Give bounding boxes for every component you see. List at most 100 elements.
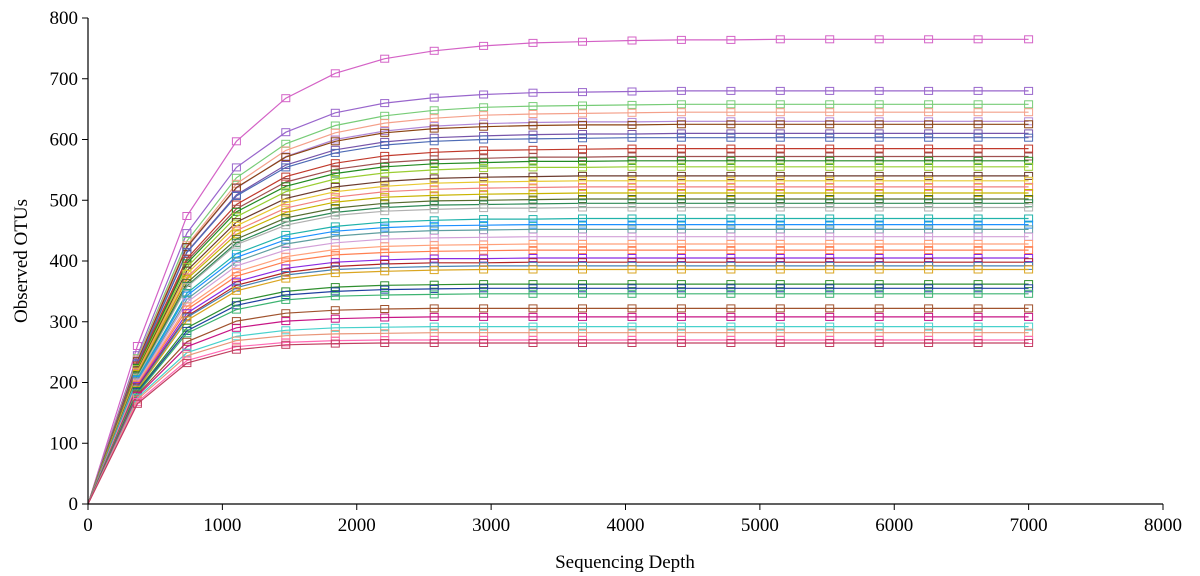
data-point bbox=[330, 187, 340, 196]
data-point bbox=[429, 241, 439, 250]
data-point bbox=[924, 240, 934, 248]
data-point bbox=[578, 246, 587, 255]
series-line bbox=[87, 180, 1029, 505]
data-point bbox=[578, 312, 587, 321]
data-point bbox=[973, 284, 983, 293]
data-point bbox=[775, 182, 785, 191]
data-point bbox=[924, 265, 934, 274]
data-point bbox=[924, 312, 934, 321]
data-point bbox=[578, 339, 587, 347]
data-point bbox=[775, 129, 785, 138]
data-point bbox=[578, 203, 587, 212]
data-point bbox=[726, 339, 736, 347]
data-point bbox=[330, 283, 340, 292]
data-point bbox=[924, 284, 934, 293]
data-point bbox=[924, 304, 934, 313]
x-tick-label: 3000 bbox=[472, 515, 510, 536]
data-point bbox=[726, 284, 736, 293]
data-point bbox=[676, 304, 686, 313]
y-tick-label: 500 bbox=[50, 190, 79, 211]
series-line bbox=[87, 123, 1029, 505]
data-point bbox=[973, 176, 983, 185]
data-point bbox=[380, 162, 390, 171]
data-point bbox=[1024, 203, 1034, 212]
data-point bbox=[380, 339, 390, 347]
data-point bbox=[874, 203, 884, 212]
data-point bbox=[479, 184, 489, 193]
data-point bbox=[528, 304, 538, 313]
data-point bbox=[874, 86, 884, 95]
data-point bbox=[380, 323, 390, 332]
data-point bbox=[330, 198, 340, 207]
data-point bbox=[726, 35, 736, 44]
data-point bbox=[578, 214, 587, 223]
data-point bbox=[578, 153, 587, 162]
data-point bbox=[874, 280, 884, 289]
data-point bbox=[973, 214, 983, 223]
data-point bbox=[726, 171, 736, 180]
data-point bbox=[578, 240, 587, 248]
x-tick-label: 6000 bbox=[875, 515, 913, 536]
series-27 bbox=[87, 261, 1034, 505]
data-point bbox=[429, 284, 439, 293]
data-point bbox=[874, 129, 884, 138]
data-point bbox=[231, 137, 241, 146]
data-point bbox=[182, 283, 192, 292]
data-point bbox=[676, 86, 686, 95]
data-point bbox=[973, 182, 983, 191]
data-point bbox=[973, 322, 983, 331]
data-point bbox=[528, 284, 538, 293]
data-point bbox=[380, 168, 390, 177]
data-point bbox=[182, 229, 192, 238]
data-point bbox=[825, 254, 835, 262]
data-point bbox=[924, 322, 934, 331]
data-point bbox=[874, 144, 884, 153]
data-point bbox=[775, 152, 785, 161]
data-point bbox=[429, 137, 439, 146]
data-point bbox=[578, 134, 587, 143]
data-point bbox=[726, 214, 736, 223]
data-point bbox=[627, 156, 637, 165]
data-point bbox=[380, 182, 390, 191]
data-point bbox=[924, 144, 934, 153]
data-point bbox=[775, 220, 785, 229]
data-point bbox=[775, 214, 785, 223]
y-tick-label: 600 bbox=[50, 130, 79, 151]
data-point bbox=[479, 111, 489, 120]
data-point bbox=[330, 137, 340, 146]
series-line bbox=[87, 243, 1029, 505]
data-point bbox=[330, 306, 340, 315]
data-point bbox=[380, 54, 390, 63]
data-point bbox=[676, 199, 686, 208]
data-point bbox=[775, 265, 785, 274]
data-point bbox=[380, 223, 390, 232]
data-point bbox=[231, 286, 241, 295]
data-point bbox=[874, 312, 884, 321]
data-point bbox=[627, 254, 637, 262]
data-point bbox=[973, 171, 983, 180]
data-point bbox=[380, 207, 390, 216]
data-point bbox=[924, 35, 934, 44]
data-point bbox=[924, 214, 934, 223]
data-point bbox=[528, 322, 538, 331]
series-32 bbox=[87, 304, 1034, 505]
data-point bbox=[775, 120, 785, 129]
data-point bbox=[429, 106, 439, 115]
data-point bbox=[627, 152, 637, 161]
data-point bbox=[676, 171, 686, 180]
data-point bbox=[231, 305, 241, 314]
data-point bbox=[479, 173, 489, 182]
data-point bbox=[479, 240, 489, 249]
data-point bbox=[775, 189, 785, 197]
data-point bbox=[825, 203, 835, 212]
series-line bbox=[87, 228, 1029, 505]
data-point bbox=[676, 246, 686, 255]
data-point bbox=[578, 176, 587, 185]
data-point bbox=[676, 129, 686, 138]
data-point bbox=[479, 158, 489, 167]
data-point bbox=[578, 322, 587, 331]
data-point bbox=[924, 220, 934, 229]
data-point bbox=[973, 246, 983, 255]
data-point bbox=[825, 144, 835, 153]
